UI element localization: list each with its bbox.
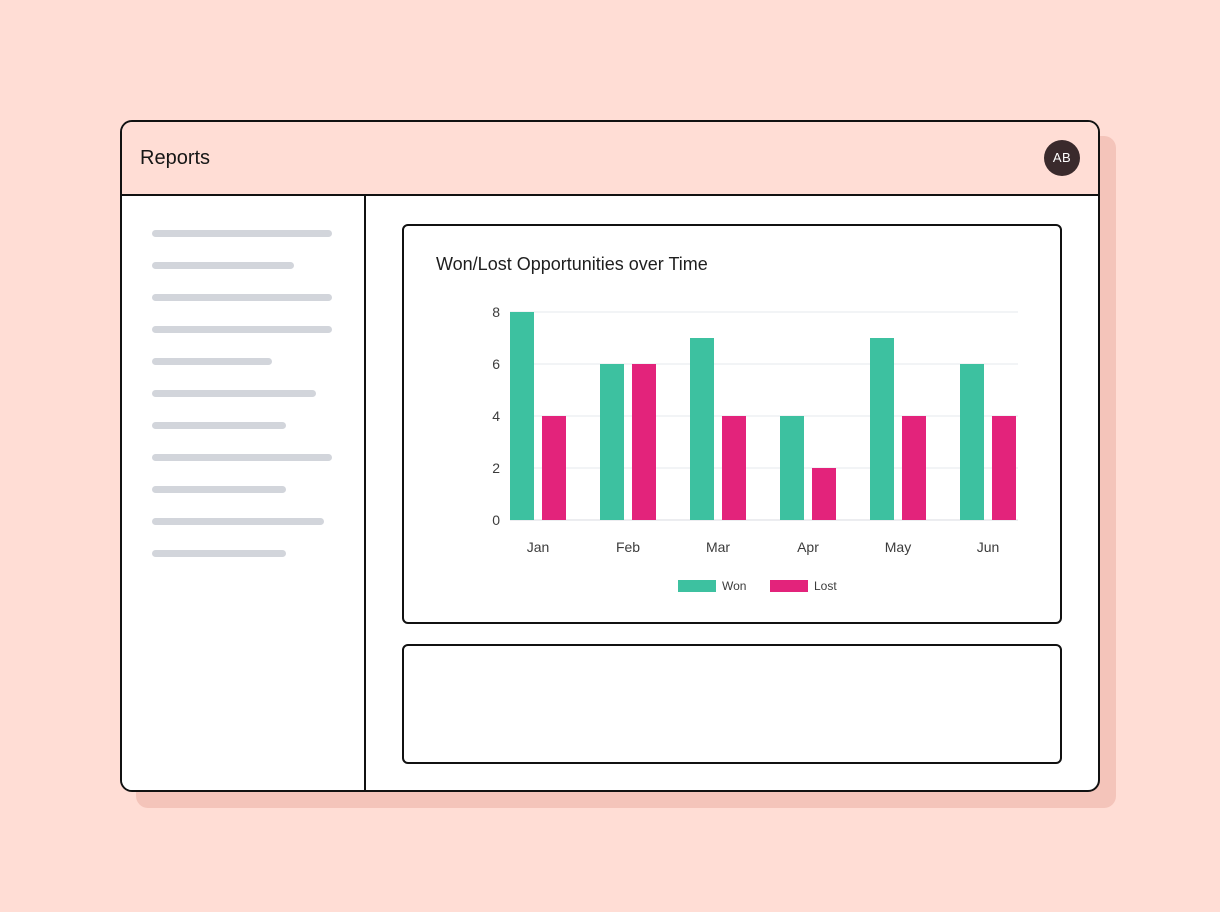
bar-lost — [632, 364, 656, 520]
x-tick-label: Mar — [706, 539, 730, 555]
bar-won — [510, 312, 534, 520]
bar-lost — [992, 416, 1016, 520]
x-tick-label: Jan — [527, 539, 550, 555]
sidebar-placeholder-item[interactable] — [152, 326, 332, 333]
x-tick-label: Apr — [797, 539, 819, 555]
y-tick-label: 6 — [492, 356, 500, 372]
sidebar-placeholder-item[interactable] — [152, 390, 316, 397]
legend-swatch-lost — [770, 580, 808, 592]
app-header: Reports AB — [122, 122, 1098, 196]
sidebar — [122, 196, 366, 790]
y-tick-label: 2 — [492, 460, 500, 476]
sidebar-placeholder-item[interactable] — [152, 294, 332, 301]
sidebar-placeholder-item[interactable] — [152, 518, 324, 525]
legend-label-lost: Lost — [814, 579, 837, 593]
legend-swatch-won — [678, 580, 716, 592]
bar-won — [690, 338, 714, 520]
main-content: Won/Lost Opportunities over Time 0 2 4 6 8 Ja… — [366, 196, 1098, 790]
bar-lost — [542, 416, 566, 520]
y-tick-label: 0 — [492, 512, 500, 528]
page-title: Reports — [140, 147, 211, 169]
legend-label-won: Won — [722, 579, 746, 593]
bar-lost — [722, 416, 746, 520]
chart-card: Won/Lost Opportunities over Time 0 2 4 6 8 Ja… — [402, 224, 1062, 624]
x-tick-label: Feb — [616, 539, 640, 555]
bar-won — [870, 338, 894, 520]
sidebar-placeholder-item[interactable] — [152, 550, 286, 557]
bar-chart: 0 2 4 6 8 Jan Feb Mar Apr May Jun Won Lost — [492, 304, 1018, 593]
chart-title: Won/Lost Opportunities over Time — [436, 254, 708, 274]
bar-won — [780, 416, 804, 520]
x-tick-label: May — [885, 539, 911, 555]
user-avatar[interactable]: AB — [1044, 140, 1080, 176]
sidebar-placeholder-item[interactable] — [152, 454, 332, 461]
sidebar-placeholder-item[interactable] — [152, 358, 272, 365]
sidebar-placeholder-item[interactable] — [152, 262, 294, 269]
bar-won — [960, 364, 984, 520]
empty-card — [402, 644, 1062, 764]
bar-won — [600, 364, 624, 520]
sidebar-placeholder-item[interactable] — [152, 486, 286, 493]
sidebar-placeholder-item[interactable] — [152, 422, 286, 429]
y-tick-label: 8 — [492, 304, 500, 320]
x-tick-label: Jun — [977, 539, 1000, 555]
sidebar-placeholder-item[interactable] — [152, 230, 332, 237]
y-tick-label: 4 — [492, 408, 500, 424]
bar-lost — [902, 416, 926, 520]
app-window: Reports AB Won/Lost Opportunities over T… — [120, 120, 1100, 792]
bar-lost — [812, 468, 836, 520]
